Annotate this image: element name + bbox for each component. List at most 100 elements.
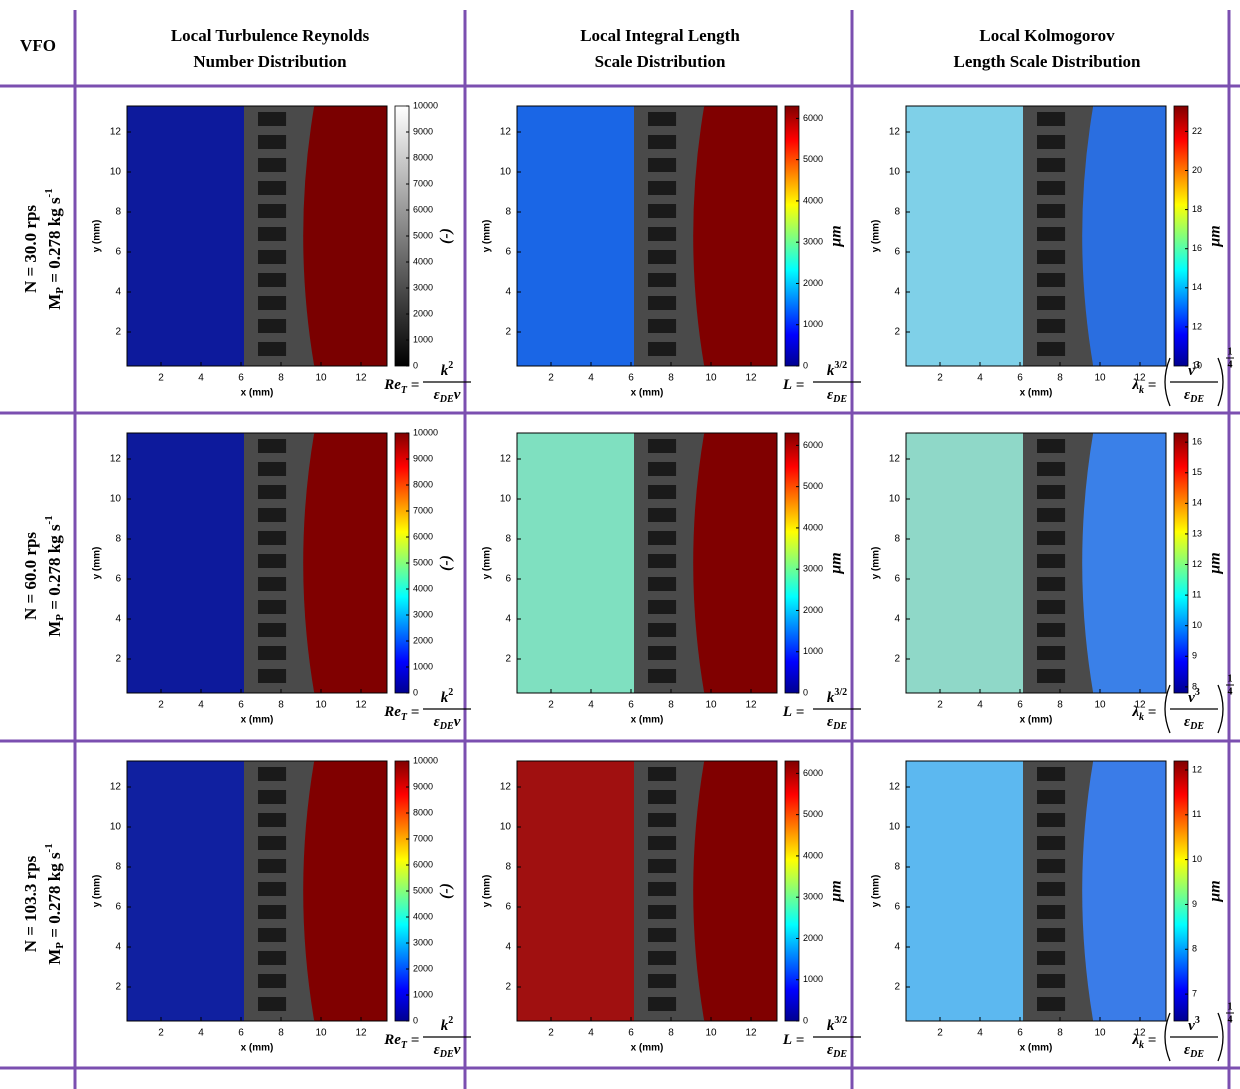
- text-part: -1: [43, 188, 55, 197]
- colorbar-tick-label: 5000: [803, 809, 823, 819]
- text-part: λ: [1131, 377, 1139, 393]
- paren: [1164, 1012, 1171, 1062]
- camera-slot: [1037, 600, 1066, 614]
- colorbar-tick-label: 12: [1192, 321, 1202, 331]
- x-tick-label: 4: [977, 1028, 983, 1039]
- y-tick-label: 6: [894, 902, 900, 913]
- column-header: Scale Distribution: [595, 52, 726, 71]
- camera-slot: [258, 554, 287, 568]
- x-tick-label: 2: [548, 700, 554, 711]
- camera-slot: [648, 531, 677, 545]
- camera-slot: [258, 974, 287, 988]
- camera-slot: [1037, 342, 1066, 356]
- text-part: P: [54, 614, 66, 621]
- text-part: ν: [454, 714, 461, 730]
- camera-slot: [1037, 974, 1066, 988]
- colorbar-tick-label: 10: [1192, 854, 1202, 864]
- y-axis-label: y (mm): [92, 220, 103, 253]
- y-axis-label: y (mm): [482, 875, 493, 908]
- colorbar-tick-label: 0: [803, 1015, 808, 1025]
- row-label: MP = 0.278 kg s-1: [43, 843, 66, 964]
- camera-slot: [1037, 439, 1066, 453]
- colorbar-tick-label: 3000: [803, 237, 823, 247]
- colorbar-tick-label: 0: [803, 360, 808, 370]
- x-tick-label: 6: [1017, 373, 1023, 384]
- text-part: DE: [1189, 721, 1204, 732]
- plot-frame: [126, 432, 388, 694]
- x-tick-label: 2: [158, 373, 164, 384]
- field-right: [1082, 433, 1166, 693]
- formula-eq: =: [1148, 377, 1157, 393]
- colorbar-tick-label: 6000: [803, 768, 823, 778]
- y-axis-label: y (mm): [871, 875, 882, 908]
- camera-slot: [648, 646, 677, 660]
- camera-slot: [1037, 485, 1066, 499]
- formula-numerator: ν3: [1188, 687, 1200, 706]
- formula-lhs: ReT: [383, 704, 408, 723]
- camera-slot: [258, 767, 287, 781]
- x-tick-label: 8: [668, 700, 674, 711]
- text-part: ε: [827, 714, 834, 730]
- colorbar-unit: μm: [1207, 880, 1224, 902]
- y-axis-label: y (mm): [92, 547, 103, 580]
- camera-slot: [1037, 859, 1066, 873]
- column-header: Local Integral Length: [580, 26, 740, 45]
- camera-slot: [648, 554, 677, 568]
- text-part: ε: [434, 1042, 441, 1058]
- colorbar-tick-label: 1000: [413, 334, 433, 344]
- colorbar-tick-label: 2000: [413, 308, 433, 318]
- formula-lhs: L: [782, 704, 792, 720]
- colorbar-tick-label: 11: [1192, 809, 1201, 819]
- camera-slot: [648, 859, 677, 873]
- text-part: T: [401, 1040, 408, 1051]
- colorbar-tick-label: 18: [1192, 204, 1202, 214]
- colorbar-tick-label: 9000: [413, 126, 433, 136]
- colorbar-tick-label: 3000: [803, 564, 823, 574]
- camera-slot: [258, 485, 287, 499]
- colorbar: [784, 105, 800, 367]
- y-axis-label: y (mm): [871, 220, 882, 253]
- text-part: ε: [1184, 387, 1191, 403]
- camera-slot: [258, 296, 287, 310]
- text-part: = 0.278 kg s: [45, 197, 64, 287]
- camera-slot: [1037, 273, 1066, 287]
- colorbar-tick-label: 4000: [413, 256, 433, 266]
- colorbar-tick-label: 2000: [413, 635, 433, 645]
- camera-slot: [1037, 181, 1066, 195]
- x-tick-label: 10: [705, 1028, 717, 1039]
- colorbar-tick-label: 7000: [413, 178, 433, 188]
- formula-numerator: ν3: [1188, 360, 1200, 379]
- camera-slot: [258, 600, 287, 614]
- formula-lhs: λk: [1131, 1032, 1144, 1051]
- camera-slot: [1037, 790, 1066, 804]
- colorbar-unit: μm: [1207, 225, 1224, 247]
- camera-slot: [258, 669, 287, 683]
- text-part: Re: [383, 1032, 401, 1048]
- colorbar-unit: μm: [828, 880, 845, 902]
- y-tick-label: 12: [889, 127, 901, 138]
- colorbar-tick-label: 6000: [413, 204, 433, 214]
- text-part: k: [441, 1018, 449, 1034]
- x-axis-label: x (mm): [631, 715, 664, 726]
- x-axis-label: x (mm): [631, 1043, 664, 1054]
- text-part: 2: [448, 687, 453, 698]
- colorbar-tick-label: 20: [1192, 165, 1202, 175]
- formula-denominator: εDE: [1184, 1042, 1204, 1060]
- exponent-numerator: 1: [1228, 673, 1233, 684]
- paren: [1217, 357, 1224, 407]
- y-tick-label: 12: [889, 454, 901, 465]
- camera-slot: [1037, 250, 1066, 264]
- y-tick-label: 6: [505, 902, 511, 913]
- camera-slot: [648, 669, 677, 683]
- y-tick-label: 10: [500, 822, 512, 833]
- x-tick-label: 6: [1017, 700, 1023, 711]
- camera-slot: [1037, 204, 1066, 218]
- text-part: L: [782, 1032, 792, 1048]
- formula-eq: =: [411, 1032, 420, 1048]
- colorbar-tick-label: 9: [1192, 651, 1197, 661]
- y-tick-label: 8: [505, 534, 511, 545]
- text-part: DE: [832, 394, 847, 405]
- camera-slot: [648, 974, 677, 988]
- camera-slot: [258, 928, 287, 942]
- text-part: ε: [434, 387, 441, 403]
